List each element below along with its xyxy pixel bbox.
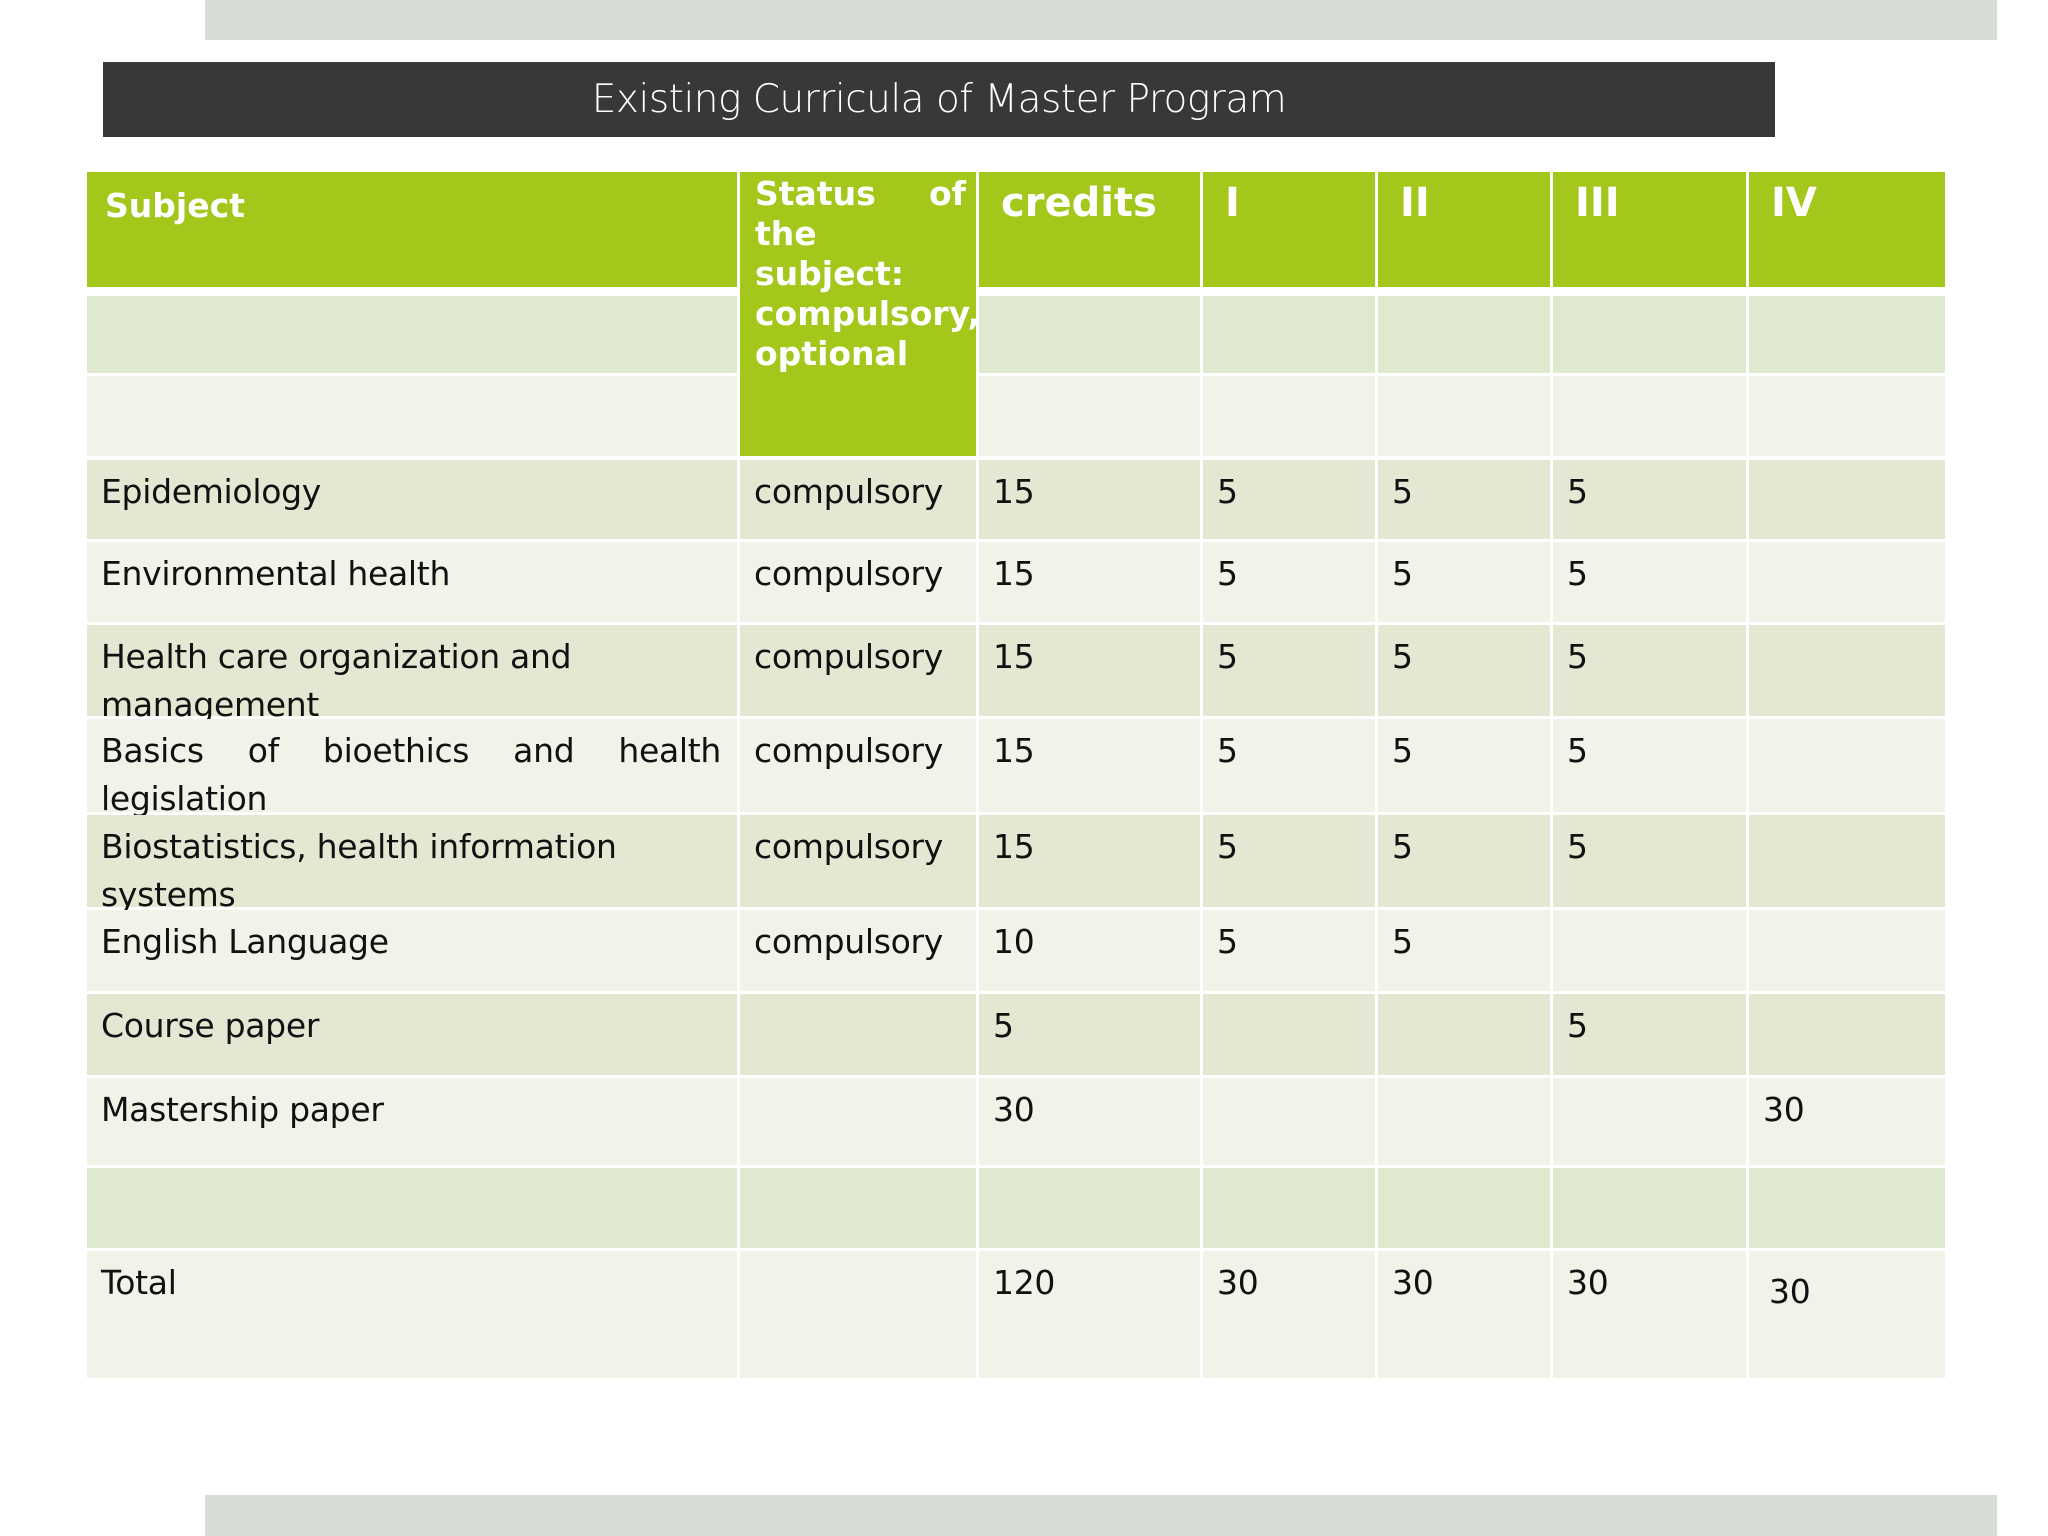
header-sem3: III: [1553, 172, 1746, 287]
table-cell-sem3: 5: [1553, 542, 1746, 622]
table-cell-sem1: [1203, 994, 1375, 1075]
table-cell-sem3: 5: [1553, 625, 1746, 716]
table-cell-sem1: 5: [1203, 460, 1375, 539]
table-cell-subject: Health care organization and management: [87, 625, 737, 724]
table-cell-sem2: 5: [1378, 542, 1550, 622]
table-cell-sem3: 5: [1553, 719, 1746, 812]
spacer-row-cell: [979, 376, 1200, 456]
table-cell-status: compulsory: [740, 910, 976, 991]
table-cell-sem3: [1553, 910, 1746, 991]
table-cell-credits: 5: [979, 994, 1200, 1075]
table-cell-status: [740, 1168, 976, 1248]
header-sem4: IV: [1749, 172, 1945, 287]
table-cell-credits: 15: [979, 542, 1200, 622]
table-cell-sem3: 30: [1553, 1251, 1746, 1378]
spacer-row-cell: [1378, 296, 1550, 373]
slide-title: Existing Curricula of Master Program: [103, 62, 1775, 137]
top-decor-band: [205, 0, 1997, 40]
spacer-row-cell: [1553, 296, 1746, 373]
table-cell-sem2: 30: [1378, 1251, 1550, 1378]
table-cell-sem4: 30: [1749, 1078, 1945, 1165]
spacer-row-cell: [979, 296, 1200, 373]
table-cell-subject: Mastership paper: [87, 1078, 737, 1165]
spacer-row-cell: [1203, 296, 1375, 373]
table-cell-status: compulsory: [740, 719, 976, 812]
table-cell-sem4: [1749, 460, 1945, 539]
table-cell-sem4: [1749, 625, 1945, 716]
table-cell-status: compulsory: [740, 815, 976, 907]
table-cell-sem4: [1749, 719, 1945, 812]
table-cell-sem1: 5: [1203, 815, 1375, 907]
table-cell-subject: [87, 1168, 737, 1248]
table-cell-sem4: [1749, 815, 1945, 907]
table-cell-credits: 15: [979, 625, 1200, 716]
table-cell-status: [740, 994, 976, 1075]
table-cell-sem4: [1749, 1168, 1945, 1248]
table-cell-subject: Basics of bioethics and health legislati…: [87, 719, 737, 818]
table-cell-credits: [979, 1168, 1200, 1248]
table-cell-sem3: 5: [1553, 460, 1746, 539]
table-cell-sem2: [1378, 1168, 1550, 1248]
header-credits: credits: [979, 172, 1200, 287]
spacer-row-cell: [87, 296, 737, 373]
table-cell-sem2: [1378, 994, 1550, 1075]
table-cell-credits: 120: [979, 1251, 1200, 1378]
table-cell-status: compulsory: [740, 460, 976, 539]
table-cell-subject: Biostatistics, health information system…: [87, 815, 737, 914]
table-cell-status: compulsory: [740, 625, 976, 716]
table-cell-sem2: 5: [1378, 460, 1550, 539]
table-cell-sem1: [1203, 1168, 1375, 1248]
table-cell-sem3: [1553, 1168, 1746, 1248]
header-status: Status of the subject: compulsory, optio…: [740, 172, 980, 456]
table-cell-sem1: 30: [1203, 1251, 1375, 1378]
table-cell-subject: Epidemiology: [87, 460, 737, 539]
table-cell-credits: 15: [979, 460, 1200, 539]
table-cell-credits: 30: [979, 1078, 1200, 1165]
table-cell-status: compulsory: [740, 542, 976, 622]
spacer-row-cell: [1749, 376, 1945, 456]
table-cell-sem1: 5: [1203, 542, 1375, 622]
spacer-row-cell: [1553, 376, 1746, 456]
table-cell-status: [740, 1078, 976, 1165]
table-cell-sem2: 5: [1378, 910, 1550, 991]
spacer-row-cell: [87, 376, 737, 456]
table-cell-status: [740, 1251, 976, 1378]
table-cell-sem2: [1378, 1078, 1550, 1165]
spacer-row-cell: [1378, 376, 1550, 456]
table-cell-subject: Environmental health: [87, 542, 737, 622]
table-cell-sem3: 5: [1553, 815, 1746, 907]
table-cell-sem4: [1749, 910, 1945, 991]
header-sem1: I: [1203, 172, 1375, 287]
table-cell-sem3: [1553, 1078, 1746, 1165]
table-cell-sem2: 5: [1378, 625, 1550, 716]
spacer-row-cell: [1749, 296, 1945, 373]
table-cell-sem1: 5: [1203, 719, 1375, 812]
spacer-row-cell: [1203, 376, 1375, 456]
table-cell-subject: Total: [87, 1251, 737, 1378]
header-sem2: II: [1378, 172, 1550, 287]
table-cell-sem2: 5: [1378, 719, 1550, 812]
table-cell-sem4: 30: [1749, 1251, 1945, 1378]
table-cell-credits: 10: [979, 910, 1200, 991]
table-cell-subject: Course paper: [87, 994, 737, 1075]
header-subject: Subject: [87, 172, 737, 287]
table-cell-sem1: 5: [1203, 625, 1375, 716]
table-cell-credits: 15: [979, 719, 1200, 812]
table-cell-sem3: 5: [1553, 994, 1746, 1075]
table-cell-sem4: [1749, 542, 1945, 622]
table-cell-sem1: [1203, 1078, 1375, 1165]
table-cell-sem1: 5: [1203, 910, 1375, 991]
table-cell-sem2: 5: [1378, 815, 1550, 907]
table-cell-sem4: [1749, 994, 1945, 1075]
table-cell-credits: 15: [979, 815, 1200, 907]
table-cell-subject: English Language: [87, 910, 737, 991]
bottom-decor-band: [205, 1495, 1997, 1536]
